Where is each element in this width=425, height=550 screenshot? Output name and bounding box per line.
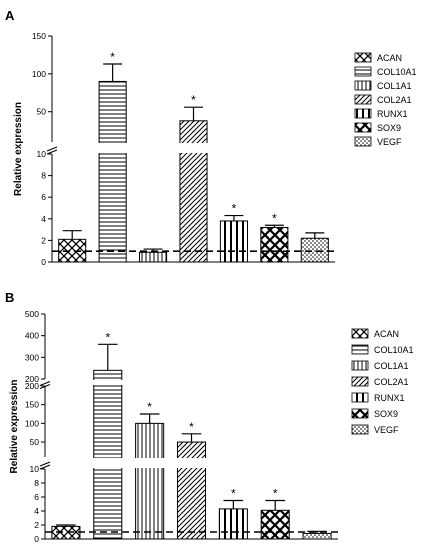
significance-star: * <box>105 330 110 344</box>
y-tick-label: 0 <box>34 534 39 544</box>
legend-label-col10a1: COL10A1 <box>377 67 417 77</box>
bar-break-gap <box>178 143 209 153</box>
legend-swatch-vegf <box>354 136 372 147</box>
legend-swatch-col10a1 <box>354 66 372 77</box>
y-tick-label: 2 <box>41 235 46 245</box>
y-tick-label: 200 <box>25 374 39 384</box>
bar-col1a1 <box>135 422 165 540</box>
bar-vegf <box>300 237 329 263</box>
legend-label-runx1: RUNX1 <box>377 109 408 119</box>
y-tick-label: 6 <box>34 492 39 502</box>
bar-vegf <box>302 532 332 540</box>
axis-break-mark <box>39 461 51 467</box>
significance-star: * <box>232 202 237 216</box>
y-tick-label: 100 <box>25 418 39 428</box>
legend-label-runx1: RUNX1 <box>374 393 405 403</box>
legend-label-sox9: SOX9 <box>377 123 401 133</box>
legend-swatch-col1a1 <box>351 360 369 371</box>
legend-swatch-col2a1 <box>354 94 372 105</box>
axis-break-mark <box>46 149 58 155</box>
panel-b-label: B <box>5 290 14 305</box>
legend-swatch-sox9 <box>354 122 372 133</box>
legend-swatch-vegf <box>351 424 369 435</box>
y-tick-label: 100 <box>32 69 46 79</box>
y-axis-label: Relative expression <box>13 102 24 196</box>
legend-label-col1a1: COL1A1 <box>374 361 409 371</box>
y-tick-label: 6 <box>41 192 46 202</box>
bar-col10a1 <box>93 369 123 540</box>
bar-col10a1 <box>98 80 127 263</box>
bar-col1a1 <box>139 251 168 263</box>
y-tick-label: 0 <box>41 257 46 267</box>
y-tick-label: 150 <box>25 400 39 410</box>
significance-star: * <box>272 211 277 225</box>
legend-swatch-runx1 <box>351 392 369 403</box>
legend-swatch-col1a1 <box>354 80 372 91</box>
legend-swatch-acan <box>351 328 369 339</box>
legend-swatch-acan <box>354 52 372 63</box>
significance-star: * <box>110 50 115 64</box>
axis-break-mark <box>46 146 58 152</box>
legend-swatch-runx1 <box>354 108 372 119</box>
y-tick-label: 2 <box>34 520 39 530</box>
y-tick-label: 4 <box>34 506 39 516</box>
y-tick-label: 8 <box>41 171 46 181</box>
bar-sox9 <box>260 509 290 540</box>
bar-col2a1 <box>176 441 207 540</box>
bar-runx1 <box>219 220 248 263</box>
legend-label-acan: ACAN <box>377 53 402 63</box>
y-axis-label: Relative expression <box>9 380 20 474</box>
significance-star: * <box>189 420 194 434</box>
significance-star: * <box>231 487 236 501</box>
legend-label-col2a1: COL2A1 <box>374 377 409 387</box>
bar-break-gap <box>176 458 207 468</box>
bar-col2a1 <box>179 120 208 263</box>
legend-label-col1a1: COL1A1 <box>377 81 412 91</box>
y-tick-label: 500 <box>25 309 39 319</box>
y-tick-label: 400 <box>25 331 39 341</box>
legend-swatch-col10a1 <box>351 344 369 355</box>
significance-star: * <box>147 400 152 414</box>
y-tick-label: 200 <box>25 381 39 391</box>
bar-break-gap <box>92 380 123 385</box>
significance-star: * <box>273 487 278 501</box>
legend-swatch-col2a1 <box>351 376 369 387</box>
legend-label-vegf: VEGF <box>374 425 399 435</box>
y-tick-label: 10 <box>30 464 40 474</box>
y-tick-label: 10 <box>37 149 47 159</box>
axis-break-mark <box>39 384 51 389</box>
legend-swatch-sox9 <box>351 408 369 419</box>
bar-break-gap <box>98 143 128 153</box>
legend-label-vegf: VEGF <box>377 137 402 147</box>
bar-runx1 <box>218 508 248 540</box>
chart-panel-a: 0 2 4 6 8 10 50 100 150 Relative expression * * * * AC… <box>13 31 417 267</box>
legend-label-col2a1: COL2A1 <box>377 95 412 105</box>
axis-break-mark <box>39 464 51 470</box>
legend-label-acan: ACAN <box>374 329 399 339</box>
significance-star: * <box>191 93 196 107</box>
bar-break-gap <box>134 458 165 468</box>
panel-a-label: A <box>5 8 15 23</box>
y-tick-label: 50 <box>37 107 47 117</box>
axis-break-mark <box>39 381 51 386</box>
bar-acan <box>58 238 87 263</box>
legend-label-sox9: SOX9 <box>374 409 398 419</box>
y-tick-label: 150 <box>32 31 46 41</box>
y-tick-label: 50 <box>30 437 40 447</box>
y-tick-label: 4 <box>41 214 46 224</box>
y-tick-label: 300 <box>25 352 39 362</box>
legend-label-col10a1: COL10A1 <box>374 345 414 355</box>
bar-sox9 <box>260 226 289 263</box>
y-tick-label: 8 <box>34 478 39 488</box>
bar-break-gap <box>92 458 123 468</box>
